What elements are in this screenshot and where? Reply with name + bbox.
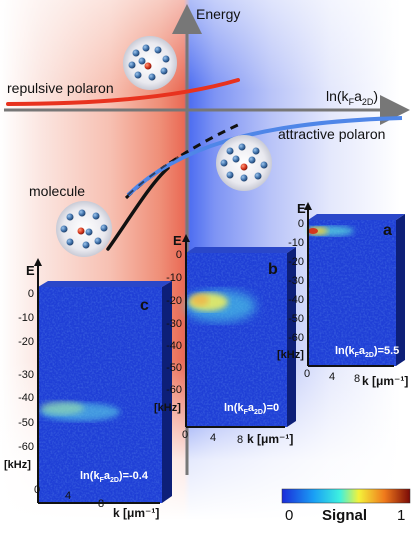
panel-c-param-mid: a bbox=[103, 470, 110, 482]
panel-a-param-sub1: F bbox=[354, 352, 359, 360]
panel-a-param: ln(kFa2D)=5.5 bbox=[335, 345, 399, 359]
ln-axis-label-mid: a bbox=[354, 88, 362, 104]
panel-b-ytick-6: -60 bbox=[166, 384, 182, 396]
panel-b-xtick-0: 0 bbox=[182, 429, 189, 441]
colorbar-max-label: 1 bbox=[397, 507, 406, 524]
panel-b-xlabel: k [μm⁻¹] bbox=[247, 432, 294, 446]
panel-c-ytick-4: -40 bbox=[18, 392, 34, 404]
panel-b-param-value: )=0 bbox=[262, 402, 280, 414]
panel-a-letter: a bbox=[383, 222, 392, 239]
panel-c-ytick-2: -20 bbox=[18, 336, 34, 348]
attractive-polaron-curve bbox=[126, 116, 403, 197]
molecule-cluster-icon bbox=[56, 201, 112, 257]
panel-b-ytick-5: -50 bbox=[166, 362, 182, 374]
panel-c-yunit: [kHz] bbox=[4, 459, 31, 471]
panel-b-xtick-1: 4 bbox=[210, 432, 217, 444]
panel-a-param-mid: a bbox=[358, 345, 365, 357]
panel-b-ytick-4: -40 bbox=[166, 340, 182, 352]
ln-axis-label-end: ) bbox=[373, 88, 379, 104]
panel-c-ytick-5: -50 bbox=[18, 417, 34, 429]
panel-b-energy-label: E bbox=[173, 233, 182, 248]
panel-a-xlabel: k [μm⁻¹] bbox=[362, 374, 409, 388]
panel-c-letter: c bbox=[140, 297, 149, 314]
attractive-cluster-icon bbox=[216, 135, 272, 191]
panel-c bbox=[34, 258, 172, 504]
panel-a-yunit: [kHz] bbox=[277, 349, 304, 361]
panel-a-ytick-6: -60 bbox=[288, 332, 304, 344]
panel-a-ytick-5: -50 bbox=[288, 313, 304, 325]
panel-a-ytick-0: 0 bbox=[297, 218, 304, 230]
attractive-polaron-label: attractive polaron bbox=[278, 126, 386, 142]
panel-b-letter: b bbox=[268, 261, 278, 278]
panel-a-xtick-1: 4 bbox=[329, 371, 336, 383]
panel-b-ytick-2: -20 bbox=[166, 295, 182, 307]
panel-c-xtick-1: 4 bbox=[65, 490, 72, 502]
panel-a-energy-label: E bbox=[297, 201, 306, 216]
repulsive-polaron-curve bbox=[6, 78, 240, 106]
panel-c-param-sub1: F bbox=[99, 477, 104, 485]
panel-a-xtick-0: 0 bbox=[304, 368, 311, 380]
panel-c-ytick-0: 0 bbox=[27, 288, 34, 300]
panel-a-param-value: )=5.5 bbox=[373, 345, 400, 357]
panel-a-ytick-1: -10 bbox=[288, 237, 304, 249]
panel-c-ytick-3: -30 bbox=[18, 369, 34, 381]
energy-axis-label: Energy bbox=[196, 6, 241, 22]
panel-c-xlabel: k [μm⁻¹] bbox=[113, 506, 160, 520]
colorbar-gradient bbox=[281, 488, 411, 504]
ln-axis-label-sub2: 2D bbox=[361, 96, 374, 107]
panel-b-param: ln(kFa2D)=0 bbox=[224, 402, 279, 416]
panel-a-ytick-4: -40 bbox=[288, 294, 304, 306]
panel-c-ytick-1: -10 bbox=[18, 312, 34, 324]
panel-b-ytick-0: 0 bbox=[175, 249, 182, 261]
panel-a-param-sub2: 2D bbox=[364, 352, 374, 360]
panel-c-ytick-6: -60 bbox=[18, 441, 34, 453]
panel-c-param-main: ln(k bbox=[80, 470, 100, 482]
panel-c-xtick-0: 0 bbox=[34, 484, 41, 496]
molecule-label: molecule bbox=[29, 183, 86, 199]
panel-b-param-main: ln(k bbox=[224, 402, 244, 414]
panel-c-param-value: )=-0.4 bbox=[118, 470, 148, 482]
panel-c-param-sub2: 2D bbox=[109, 477, 119, 485]
repulsive-polaron-label: repulsive polaron bbox=[7, 80, 114, 96]
panel-b-param-mid: a bbox=[247, 402, 254, 414]
colorbar-min-label: 0 bbox=[285, 507, 294, 524]
ln-axis-label: ln(kFa2D) bbox=[326, 88, 378, 107]
panel-b-ytick-1: -10 bbox=[166, 272, 182, 284]
panel-b-yunit: [kHz] bbox=[154, 402, 181, 414]
panel-a-param-main: ln(k bbox=[335, 345, 355, 357]
molecule-curve bbox=[106, 166, 170, 251]
panel-b-param-sub1: F bbox=[243, 409, 248, 417]
panel-a bbox=[304, 202, 405, 367]
panel-b-param-sub2: 2D bbox=[253, 409, 263, 417]
ln-axis-label-sub: F bbox=[348, 96, 355, 107]
panel-b bbox=[182, 234, 296, 428]
panel-c-energy-label: E bbox=[26, 263, 35, 278]
panel-c-param: ln(kFa2D)=-0.4 bbox=[80, 470, 148, 484]
panel-a-ytick-2: -20 bbox=[288, 256, 304, 268]
panel-b-xtick-2: 8 bbox=[237, 434, 244, 446]
panel-b-ytick-3: -30 bbox=[166, 318, 182, 330]
panel-a-xtick-2: 8 bbox=[354, 373, 361, 385]
colorbar-title: Signal bbox=[322, 507, 368, 524]
panel-a-ytick-3: -30 bbox=[288, 275, 304, 287]
ln-axis-label-main: ln(k bbox=[326, 88, 349, 104]
repulsive-cluster-icon bbox=[123, 36, 177, 90]
panel-c-xtick-2: 8 bbox=[98, 498, 105, 510]
